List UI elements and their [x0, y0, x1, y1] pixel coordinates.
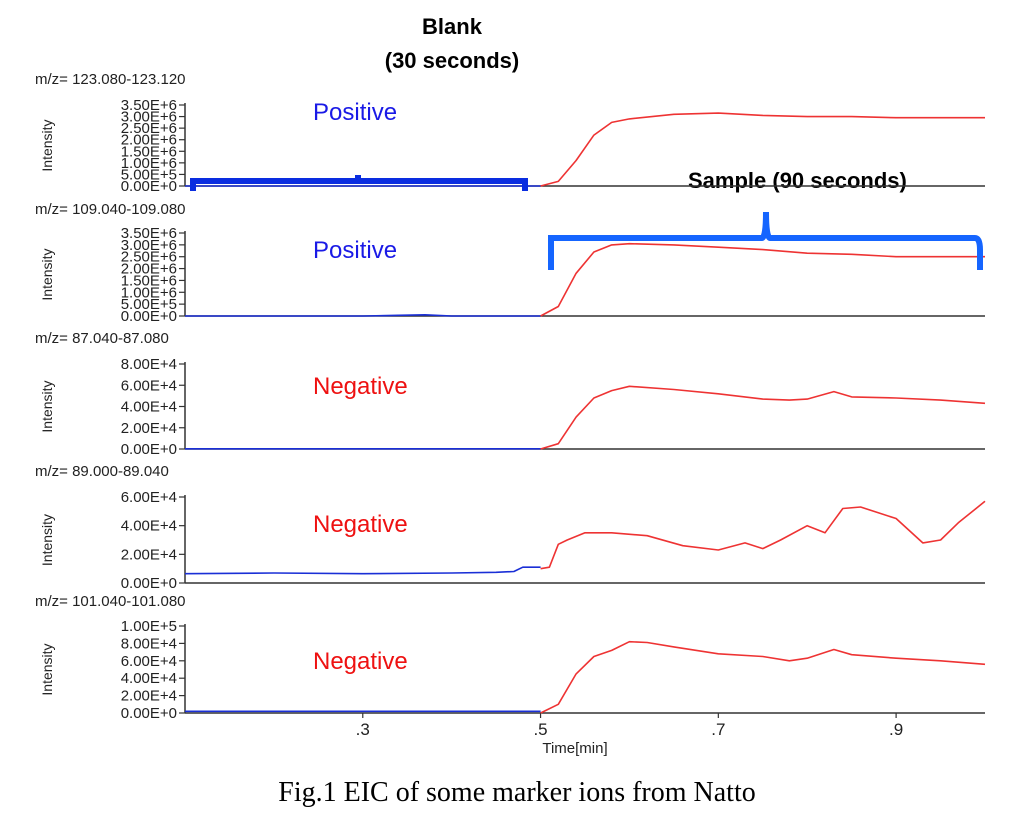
- y-tick-label: 5.00E+5: [121, 296, 177, 313]
- y-axis-label: Intensity: [39, 380, 55, 432]
- chart-panels: m/z= 123.080-123.120Intensity0.00E+05.00…: [35, 71, 986, 757]
- blank-bracket: [190, 175, 528, 191]
- sample-trace-line: [540, 242, 985, 317]
- eic-panel: m/z= 123.080-123.120 Intensity 0.00E+05.00…: [35, 71, 985, 195]
- ion-mode-label: Positive: [313, 99, 397, 126]
- panel-mz-title: m/z= 109.040-109.080: [35, 201, 186, 218]
- y-tick-label: 1.00E+5: [121, 618, 177, 635]
- panel-mz-title: m/z= 123.080-123.120: [35, 71, 186, 88]
- y-tick-label: 2.50E+6: [121, 249, 177, 266]
- y-tick-label: 3.50E+6: [121, 97, 177, 114]
- y-tick-label: 2.00E+4: [121, 420, 177, 437]
- sample-trace-line: [540, 385, 986, 450]
- ion-mode-label: Negative: [313, 511, 408, 538]
- y-tick-label: 2.00E+4: [121, 688, 177, 705]
- y-axis-label: Intensity: [39, 643, 55, 695]
- panel-mz-title: m/z= 101.040-101.080: [35, 593, 186, 610]
- y-tick-label: 0.00E+0: [121, 308, 177, 325]
- sample-trace-line: [540, 112, 985, 187]
- y-tick-label: 3.50E+6: [121, 225, 177, 242]
- ion-mode-label: Negative: [313, 648, 408, 675]
- y-tick-label: 3.00E+6: [121, 237, 177, 254]
- x-tick-label: .5: [533, 720, 547, 739]
- y-tick-label: 0.00E+0: [121, 178, 177, 195]
- y-tick-label: 2.00E+6: [121, 261, 177, 278]
- y-tick-label: 0.00E+0: [121, 575, 177, 592]
- sample-bracket: [548, 211, 983, 270]
- y-tick-label: 0.00E+0: [121, 705, 177, 722]
- eic-panel: m/z= 101.040-101.080 Intensity 0.00E+02.00…: [35, 593, 986, 757]
- sample-trace-line: [540, 640, 986, 714]
- panel-mz-title: m/z= 87.040-87.080: [35, 330, 169, 347]
- eic-panel: m/z= 87.040-87.080 Intensity 0.00E+0 2.00E+…: [35, 330, 986, 458]
- figure-caption: Fig.1 EIC of some marker ions from Natto: [278, 777, 755, 808]
- y-tick-label: 2.00E+4: [121, 546, 177, 563]
- y-axis-label: Intensity: [39, 248, 55, 300]
- y-tick-label: 6.00E+4: [121, 377, 177, 394]
- y-tick-label: 4.00E+4: [121, 399, 177, 416]
- y-tick-label: 0.00E+0: [121, 441, 177, 458]
- ion-mode-label: Negative: [313, 373, 408, 400]
- y-tick-label: 2.50E+6: [121, 120, 177, 137]
- blank-duration: (30 seconds): [385, 48, 520, 73]
- y-tick-label: 1.50E+6: [121, 272, 177, 289]
- x-tick-label: .3: [356, 720, 370, 739]
- y-tick-label: 6.00E+4: [121, 489, 177, 506]
- panel-mz-title: m/z= 89.000-89.040: [35, 463, 169, 480]
- eic-panel: m/z= 109.040-109.080 Intensity 0.00E+05.00…: [35, 201, 985, 325]
- y-tick-label: 8.00E+4: [121, 356, 177, 373]
- x-tick-label: .7: [711, 720, 725, 739]
- x-tick-label: .9: [889, 720, 903, 739]
- y-tick-label: 8.00E+4: [121, 635, 177, 652]
- y-tick-label: 2.00E+6: [121, 132, 177, 149]
- y-tick-label: 4.00E+4: [121, 518, 177, 535]
- y-tick-label: 1.00E+6: [121, 284, 177, 301]
- y-tick-label: 6.00E+4: [121, 653, 177, 670]
- blank-trace-line: [184, 566, 541, 575]
- sample-trace-line: [540, 500, 986, 570]
- sample-label: Sample (90 seconds): [688, 168, 907, 193]
- ion-mode-label: Positive: [313, 237, 397, 264]
- x-axis-label: Time[min]: [542, 740, 607, 757]
- y-tick-label: 1.00E+6: [121, 155, 177, 172]
- y-tick-label: 3.00E+6: [121, 109, 177, 126]
- y-axis-label: Intensity: [39, 119, 55, 171]
- y-tick-label: 1.50E+6: [121, 143, 177, 160]
- blank-trace-line: [185, 313, 541, 317]
- y-axis-label: Intensity: [39, 514, 55, 566]
- y-tick-label: 5.00E+5: [121, 166, 177, 183]
- y-tick-label: 4.00E+4: [121, 670, 177, 687]
- blank-title: Blank: [422, 14, 483, 39]
- eic-panel: m/z= 89.000-89.040 Intensity 0.00E+0 2.00E+…: [35, 463, 986, 592]
